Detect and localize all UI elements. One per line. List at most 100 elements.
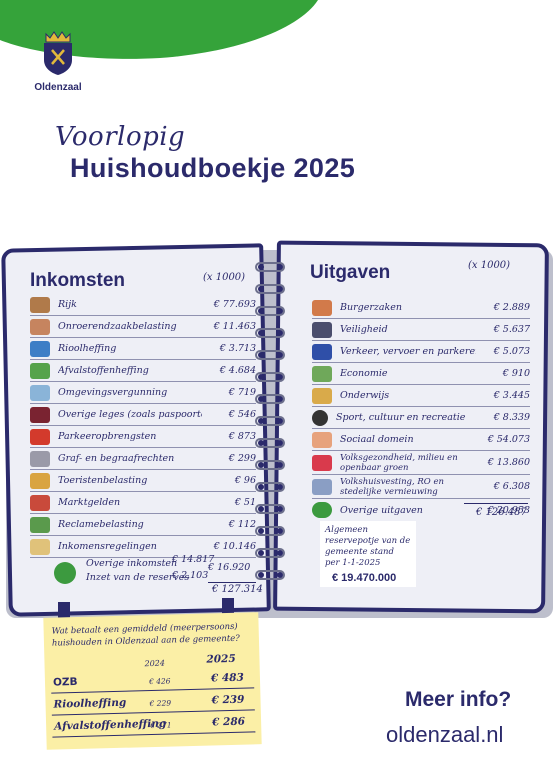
expense-value: € 910 — [502, 368, 530, 379]
expense-label: Sport, cultuur en recreatie — [336, 412, 466, 423]
ring-hole — [258, 572, 264, 578]
ring-hole — [258, 374, 264, 380]
oldenzaal-crest-logo — [44, 31, 72, 75]
income-label: Graf- en begraafrechten — [58, 453, 175, 464]
income-row: Marktgelden € 51 — [30, 492, 256, 514]
ring-hole — [258, 330, 264, 336]
expenses-total: € 126.487 — [476, 507, 527, 518]
expense-label: Onderwijs — [340, 390, 390, 401]
expense-value: € 8.339 — [493, 412, 530, 423]
expense-row: Economie € 910 — [312, 363, 530, 385]
spiral-ring — [255, 372, 285, 382]
expense-row: Onderwijs € 3.445 — [312, 385, 530, 407]
ring-hole — [277, 286, 283, 292]
income-label: Overige leges (zoals paspoorten) — [58, 409, 202, 420]
spiral-ring — [255, 262, 285, 272]
income-label: Parkeeropbrengsten — [58, 431, 157, 442]
income-value: € 299 — [228, 453, 256, 464]
household-row-cur: € 286 — [211, 715, 246, 729]
spiral-ring — [255, 548, 285, 558]
sewer-worker-icon — [30, 340, 50, 357]
crest-name: Oldenzaal — [34, 82, 82, 93]
website-link[interactable]: oldenzaal.nl — [386, 722, 504, 747]
expense-row: Veiligheid € 5.637 — [312, 319, 530, 341]
ring-hole — [258, 484, 264, 490]
household-row: OZB € 426 € 483 — [50, 668, 255, 694]
ring-hole — [258, 396, 264, 402]
ring-hole — [277, 506, 283, 512]
income-value: € 719 — [228, 387, 256, 398]
school-icon — [312, 387, 332, 404]
ring-hole — [258, 506, 264, 512]
household-row-cur: € 239 — [211, 693, 245, 707]
expense-label: Economie — [340, 368, 388, 379]
ring-hole — [258, 352, 264, 358]
income-sum-line — [208, 582, 256, 583]
household-row-prev: € 426 — [148, 676, 171, 687]
football-icon — [312, 409, 328, 426]
expenses-heading: Uitgaven — [310, 262, 391, 283]
income-label: Toeristenbelasting — [58, 475, 148, 486]
income-label: Rioolheffing — [58, 343, 117, 354]
reserve-text: Algemeen reservepotje van de gemeente st… — [325, 525, 411, 568]
income-label: Omgevingsvergunning — [58, 387, 168, 398]
ring-hole — [277, 374, 283, 380]
ring-hole — [258, 550, 264, 556]
expense-label: Volksgezondheid, milieu en openbaar groe… — [340, 452, 458, 473]
income-row: Overige leges (zoals paspoorten) € 546 — [30, 404, 256, 426]
expense-value: € 20.953 — [487, 504, 530, 516]
reserves-value: € 2.103 — [172, 570, 209, 581]
ring-hole — [258, 418, 264, 424]
household-row-prev: € 271 — [150, 720, 172, 731]
expense-sum-line — [464, 503, 528, 504]
other-combined-value: € 16.920 — [208, 562, 251, 573]
expense-row: Burgerzaken € 2.889 — [312, 297, 530, 319]
ring-hole — [277, 484, 283, 490]
income-value: € 4.684 — [219, 365, 256, 376]
spiral-ring — [255, 438, 285, 448]
spiral-ring — [255, 460, 285, 470]
title-subtitle: Voorlopig — [55, 122, 186, 152]
spiral-ring — [255, 526, 285, 536]
hand-coins-icon — [30, 538, 50, 555]
income-value: € 11.463 — [213, 321, 256, 332]
expense-label: Verkeer, vervoer en parkeren — [340, 346, 476, 357]
tourist-icon — [30, 472, 50, 489]
expense-label: Burgerzaken — [340, 302, 403, 313]
ring-hole — [258, 286, 264, 292]
ring-hole — [258, 264, 264, 270]
spiral-ring — [255, 328, 285, 338]
expense-label: Overige uitgaven — [340, 504, 423, 516]
household-row-cur: € 483 — [210, 671, 244, 685]
economy-icon — [312, 365, 332, 382]
income-row: Onroerendzaakbelasting € 11.463 — [30, 316, 256, 338]
town-hall-icon — [30, 296, 50, 313]
ring-hole — [277, 418, 283, 424]
car-icon — [30, 428, 50, 445]
income-value: € 873 — [228, 431, 256, 442]
income-value: € 112 — [228, 519, 256, 530]
expenses-unit: (x 1000) — [468, 260, 511, 271]
income-heading: Inkomsten — [30, 270, 126, 291]
expense-value: € 54.073 — [487, 434, 530, 445]
expense-value: € 3.445 — [493, 390, 530, 401]
year-2024-label: 2024 — [144, 658, 166, 669]
household-row: Rioolheffing € 229 € 239 — [51, 690, 255, 716]
ring-hole — [258, 440, 264, 446]
reserve-note: Algemeen reservepotje van de gemeente st… — [320, 521, 416, 587]
expense-label: Veiligheid — [340, 324, 388, 335]
expense-label: Sociaal domein — [340, 434, 414, 445]
expense-row: Verkeer, vervoer en parkeren € 5.073 — [312, 341, 530, 363]
ring-hole — [277, 462, 283, 468]
expense-label: Volkshuisvesting, RO en stedelijke verni… — [340, 476, 444, 497]
spiral-ring — [255, 394, 285, 404]
income-value: € 77.693 — [213, 299, 256, 310]
money-jar-icon — [312, 502, 332, 518]
ring-hole — [277, 308, 283, 314]
expense-row: Volkshuisvesting, RO en stedelijke verni… — [312, 475, 530, 499]
income-label: Marktgelden — [58, 497, 121, 508]
household-row-prev: € 229 — [149, 698, 172, 709]
green-swoosh — [0, 0, 318, 59]
houses-icon — [30, 318, 50, 335]
ring-hole — [277, 528, 283, 534]
